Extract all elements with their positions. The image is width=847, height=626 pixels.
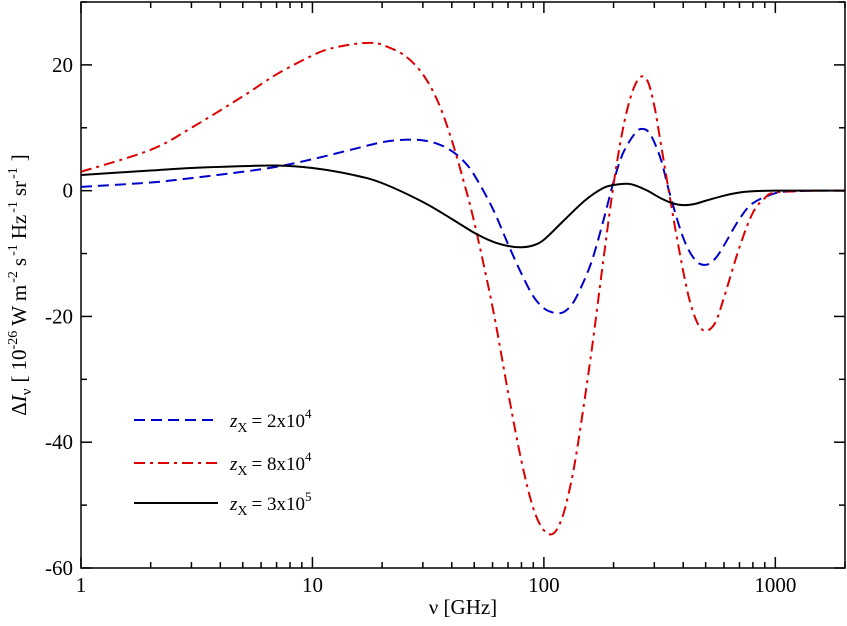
- series-lines: [80, 41, 846, 536]
- x-tick-label: 1000: [754, 573, 796, 597]
- legend-sub: X: [237, 421, 247, 436]
- y-label-sub: ν: [19, 388, 35, 395]
- plot-frame: [80, 1, 846, 569]
- y-label-exp-4: -1: [6, 167, 21, 179]
- x-tick-label: 10: [302, 573, 323, 597]
- legend-z: z: [229, 454, 238, 475]
- legend-label: zX = 3x105: [229, 489, 312, 519]
- legend-exp: 5: [305, 489, 312, 504]
- series-zx-2e4-line: [80, 127, 846, 315]
- y-label-exp-2: -1: [6, 244, 21, 256]
- x-tick-label: 100: [528, 573, 560, 597]
- legend-eq: = 2x10: [252, 411, 305, 432]
- y-label-unit-hz: Hz: [7, 215, 31, 240]
- y-tick-label: 20: [52, 53, 73, 77]
- y-label-exp-coef: -26: [6, 331, 21, 350]
- x-tick-label: 1: [76, 573, 87, 597]
- y-label-coef: 10: [7, 349, 31, 370]
- y-label-exp-3: -1: [6, 201, 21, 213]
- legend-eq: = 3x10: [252, 494, 305, 515]
- axis-ticks: 20 0 -20 -40 -601 10 100 1000: [45, 1, 846, 597]
- y-tick-label: -60: [45, 556, 73, 580]
- y-label-bracket-open: [: [7, 375, 31, 382]
- y-label-exp-1: -2: [6, 271, 21, 283]
- legend-sub: X: [237, 464, 247, 479]
- y-label-unit-s: s: [7, 258, 31, 266]
- legend-z: z: [229, 494, 238, 515]
- y-tick-label: 0: [63, 179, 74, 203]
- y-axis-label: ΔIν [10-26 W m -2 s -1 Hz -1 sr -1]: [6, 154, 35, 416]
- legend-eq: = 8x10: [252, 454, 305, 475]
- legend-exp: 4: [305, 449, 312, 464]
- series-zx-8e4-line: [80, 41, 846, 536]
- legend-z: z: [229, 411, 238, 432]
- y-tick-label: -40: [45, 430, 73, 454]
- y-label-unit-w: W m: [7, 285, 31, 326]
- y-label-bracket-close: ]: [7, 154, 31, 161]
- y-tick-label: -20: [45, 304, 73, 328]
- legend-label: zX = 2x104: [229, 406, 312, 436]
- y-label-unit-sr: sr: [7, 181, 31, 196]
- series-zx-3e5-line: [80, 164, 846, 249]
- legend-label: zX = 8x104: [229, 449, 312, 479]
- y-label-i: I: [7, 394, 31, 403]
- x-axis-label: ν [GHz]: [429, 595, 497, 619]
- y-label-delta: Δ: [7, 402, 31, 416]
- legend-exp: 4: [305, 406, 312, 421]
- legend-sub: X: [237, 504, 247, 519]
